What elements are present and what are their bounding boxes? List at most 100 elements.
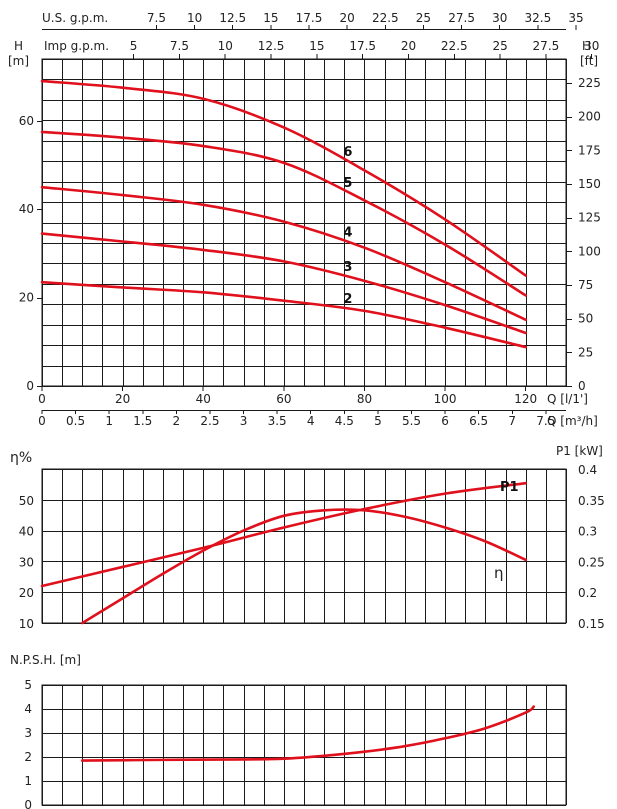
usgpm-scale: 7.5 10 12.5 15 17.5 20 22.5 25 27.5 30 32.5 35 — [42, 11, 584, 30]
usgpm-tick-label: 30 — [492, 11, 507, 25]
impgpm-tick-label: 22.5 — [441, 39, 468, 53]
head-curve-label-6: 6 — [343, 145, 352, 160]
efficiency-power-series — [40, 481, 527, 625]
flow-m3h-tick-label: 7.5 — [536, 414, 555, 428]
npsh-tick-label: 2 — [24, 750, 32, 764]
head-curve-4 — [40, 185, 527, 322]
flow-m3h-axis-label: Q [m³/h] — [547, 414, 598, 428]
efficiency-curve — [81, 508, 527, 625]
flow-lmin-tick-label: 120 — [514, 392, 537, 406]
flow-m3h-tick-label: 7 — [508, 414, 516, 428]
flow-lmin-tick-label: 100 — [434, 392, 457, 406]
efficiency-tick-label: 50 — [19, 494, 34, 508]
efficiency-tick-label: 20 — [19, 586, 34, 600]
head-curve-3 — [40, 232, 527, 335]
power-tick-label: 0.15 — [578, 617, 605, 631]
usgpm-tick-label: 20 — [340, 11, 355, 25]
usgpm-tick-label: 7.5 — [147, 11, 166, 25]
head-curve-label-3: 3 — [343, 260, 352, 275]
impgpm-tick-label: 25 — [492, 39, 507, 53]
power-scale: 0.15 0.2 0.25 0.3 0.35 0.4 — [578, 463, 605, 631]
head-ft-tick-label: 200 — [578, 110, 601, 124]
flow-m3h-scale: 0 0.5 1 1.5 2 2.5 3 3.5 4 4.5 5 5.5 6 6.5 7 7.5 — [38, 410, 566, 428]
head-plot-frame — [41, 58, 567, 387]
npsh-grid — [42, 685, 567, 806]
efficiency-curve-label: η — [494, 564, 504, 582]
flow-m3h-tick-label: 5 — [374, 414, 382, 428]
usgpm-tick-label: 17.5 — [296, 11, 323, 25]
npsh-tick-label: 0 — [24, 798, 32, 809]
power-tick-label: 0.2 — [578, 586, 597, 600]
head-ft-tick-label: 175 — [578, 143, 601, 157]
flow-m3h-tick-label: 5.5 — [402, 414, 421, 428]
head-ft-tick-label: 100 — [578, 244, 601, 258]
head-curve-label-2: 2 — [343, 292, 352, 307]
head-left-axis-label: H — [14, 39, 23, 53]
head-ft-scale: 0 25 50 75 100 125 150 175 200 225 — [566, 76, 601, 393]
npsh-scale: 0 1 2 3 4 5 — [24, 678, 32, 809]
power-tick-label: 0.3 — [578, 525, 597, 539]
head-series — [40, 79, 527, 349]
head-ft-tick-label: 0 — [578, 379, 586, 393]
efficiency-tick-label: 40 — [19, 525, 34, 539]
efficiency-tick-label: 30 — [19, 555, 34, 569]
usgpm-tick-label: 27.5 — [448, 11, 475, 25]
power-tick-label: 0.25 — [578, 555, 605, 569]
head-curve-label-4: 4 — [343, 225, 352, 240]
flow-m3h-tick-label: 1.5 — [133, 414, 152, 428]
flow-lmin-axis-label: Q [l/1'] — [547, 392, 588, 406]
flow-m3h-tick-label: 0 — [38, 414, 46, 428]
head-ft-tick-label: 75 — [578, 278, 593, 292]
head-curve-labels: 2 3 4 5 6 — [343, 145, 352, 307]
efficiency-plot-frame — [41, 468, 567, 624]
efficiency-scale: 10 20 30 40 50 — [19, 494, 34, 631]
npsh-tick-label: 4 — [24, 702, 32, 716]
flow-m3h-tick-label: 2 — [173, 414, 181, 428]
head-ft-tick-label: 25 — [578, 345, 593, 359]
head-curve-label-5: 5 — [343, 176, 352, 191]
flow-m3h-tick-label: 6.5 — [469, 414, 488, 428]
head-right-axis-label: H — [582, 39, 591, 53]
npsh-tick-label: 5 — [24, 678, 32, 692]
npsh-panel: 0 1 2 3 4 5 N.P.S.H. [m] — [10, 653, 567, 809]
npsh-plot-frame — [41, 684, 567, 806]
head-curve-5 — [40, 130, 527, 297]
npsh-tick-label: 1 — [24, 774, 32, 788]
flow-m3h-tick-label: 2.5 — [200, 414, 219, 428]
impgpm-tick-label: 27.5 — [533, 39, 560, 53]
head-left-axis-unit: [m] — [8, 54, 29, 68]
npsh-tick-label: 3 — [24, 726, 32, 740]
head-ft-tick-label: 125 — [578, 211, 601, 225]
flow-lmin-tick-label: 40 — [196, 392, 211, 406]
efficiency-power-panel: 10 20 30 40 50 0.15 0.2 0.25 0.3 0.35 0.4 η% P1 [… — [10, 444, 605, 631]
usgpm-tick-label: 32.5 — [525, 11, 552, 25]
npsh-series — [81, 705, 536, 762]
flow-m3h-tick-label: 3.5 — [268, 414, 287, 428]
impgpm-tick-label: 5 — [130, 39, 138, 53]
head-ft-tick-label: 50 — [578, 312, 593, 326]
usgpm-tick-label: 15 — [263, 11, 278, 25]
efficiency-tick-label: 10 — [19, 617, 34, 631]
flow-lmin-tick-label: 0 — [38, 392, 46, 406]
flow-m3h-tick-label: 1 — [105, 414, 113, 428]
flow-lmin-scale: 0 20 40 60 80 100 120 — [38, 386, 537, 406]
usgpm-tick-label: 22.5 — [372, 11, 399, 25]
impgpm-tick-label: 12.5 — [258, 39, 285, 53]
impgpm-tick-label: 10 — [218, 39, 233, 53]
power-curve — [40, 481, 527, 588]
head-ft-tick-label: 225 — [578, 76, 601, 90]
head-m-tick-label: 60 — [19, 114, 34, 128]
power-tick-label: 0.35 — [578, 494, 605, 508]
impgpm-tick-label: 17.5 — [349, 39, 376, 53]
impgpm-tick-label: 7.5 — [170, 39, 189, 53]
flow-m3h-tick-label: 4.5 — [335, 414, 354, 428]
flow-lmin-tick-label: 20 — [115, 392, 130, 406]
head-m-tick-label: 40 — [19, 202, 34, 216]
power-tick-label: 0.4 — [578, 463, 597, 477]
efficiency-axis-label: η% — [10, 450, 32, 466]
flow-lmin-tick-label: 80 — [357, 392, 372, 406]
head-m-tick-label: 0 — [26, 379, 34, 393]
usgpm-label: U.S. g.p.m. — [42, 11, 108, 25]
